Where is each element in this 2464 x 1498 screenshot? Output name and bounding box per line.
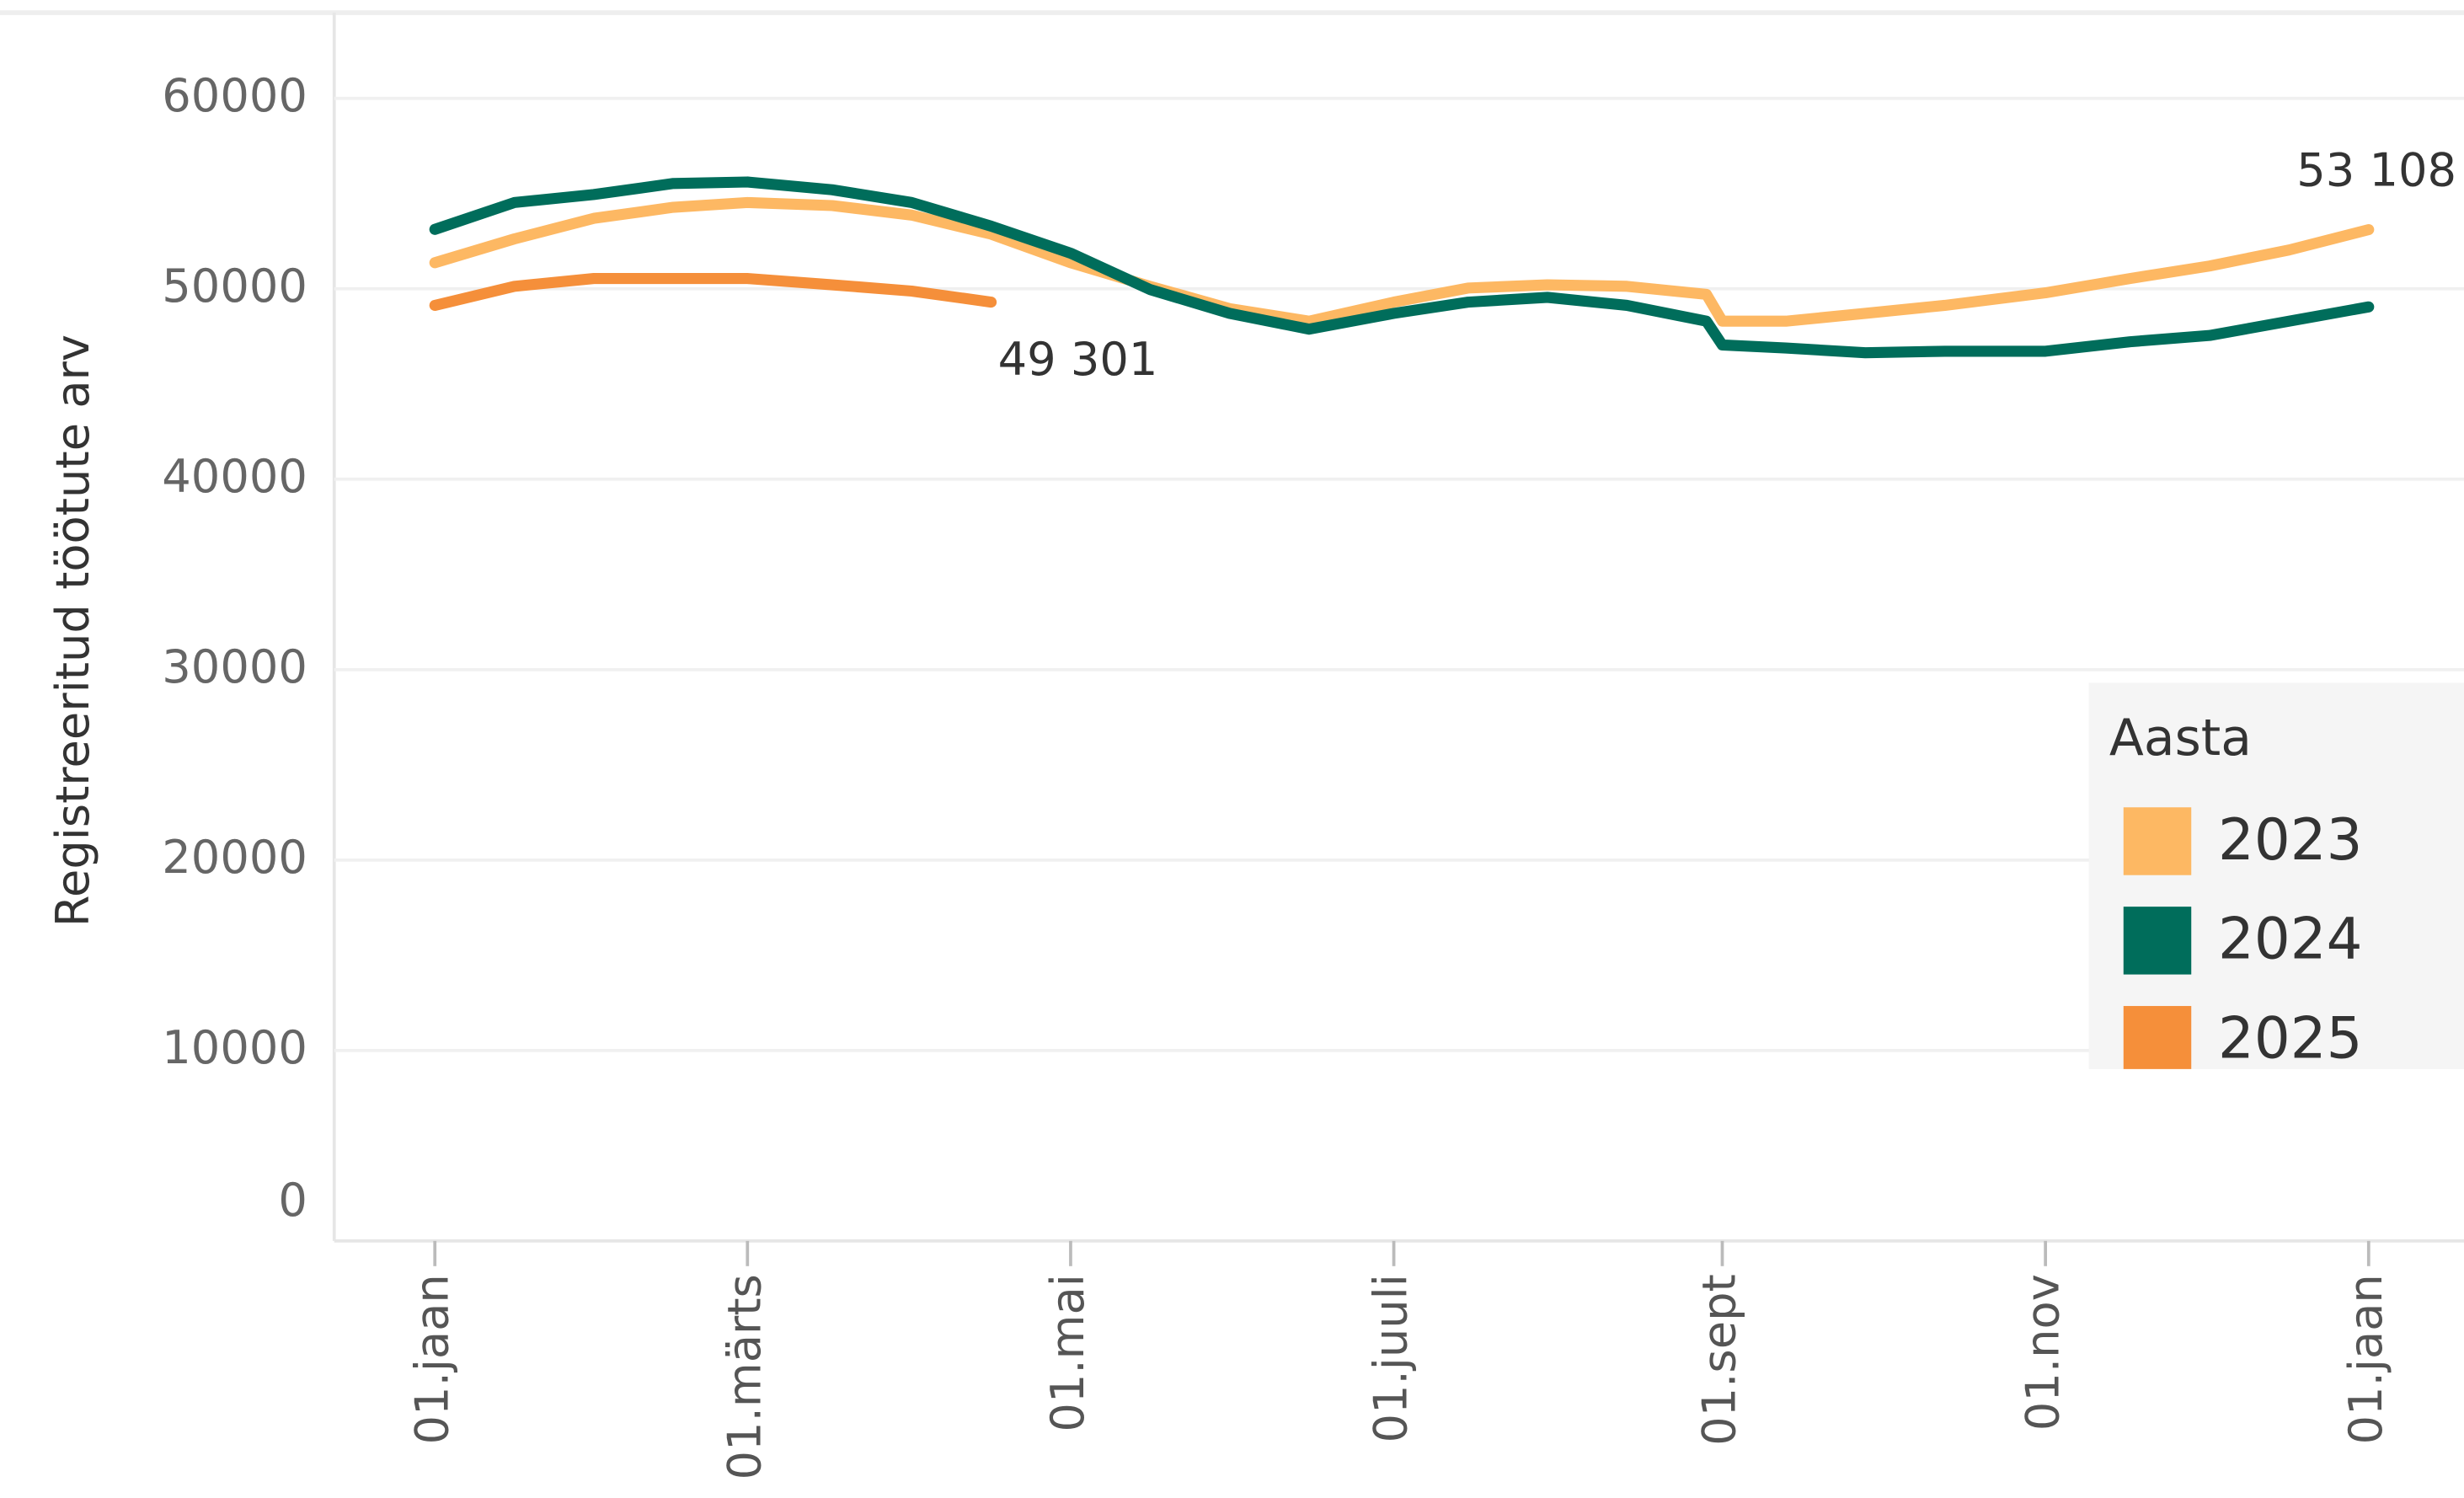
y-tick-label: 20000 xyxy=(162,831,307,884)
line-series xyxy=(429,176,2375,359)
legend-label: 2023 xyxy=(2218,806,2362,873)
legend-items: 2023 2024 2025 xyxy=(2123,806,2362,1072)
legend: Aasta 2023 2024 2025 xyxy=(2088,682,2464,1072)
x-tick-label: 01.nov xyxy=(2016,1274,2069,1431)
y-tick-label: 10000 xyxy=(162,1021,307,1074)
y-tick-label: 30000 xyxy=(162,640,307,693)
legend-swatch xyxy=(2123,807,2192,875)
data-label: 49 301 xyxy=(998,333,1158,386)
x-tick-label: 01.jaan xyxy=(405,1274,458,1444)
x-tick-label: 01.sept xyxy=(1693,1274,1746,1446)
legend-label: 2025 xyxy=(2218,1005,2362,1072)
line-series xyxy=(429,196,2375,327)
legend-label: 2024 xyxy=(2218,906,2362,972)
y-tick-label: 0 xyxy=(278,1174,307,1227)
legend-background xyxy=(2088,682,2464,1069)
data-label: 53 108 xyxy=(2296,143,2456,196)
y-axis-title: Registreeritud töötute arv xyxy=(46,334,99,927)
x-tick-label: 01.juuli xyxy=(1365,1274,1418,1442)
x-tick-label: 01.jaan xyxy=(2339,1274,2392,1444)
x-tick-label: 01.märts xyxy=(718,1274,771,1479)
x-tick-label: 01.mai xyxy=(1041,1274,1094,1432)
legend-title: Aasta xyxy=(2109,709,2252,768)
y-tick-label: 60000 xyxy=(162,69,307,122)
legend-swatch xyxy=(2123,907,2192,975)
legend-swatch xyxy=(2123,1006,2192,1069)
line-series xyxy=(429,273,997,311)
y-tick-label: 50000 xyxy=(162,259,307,313)
y-tick-label: 40000 xyxy=(162,450,307,503)
